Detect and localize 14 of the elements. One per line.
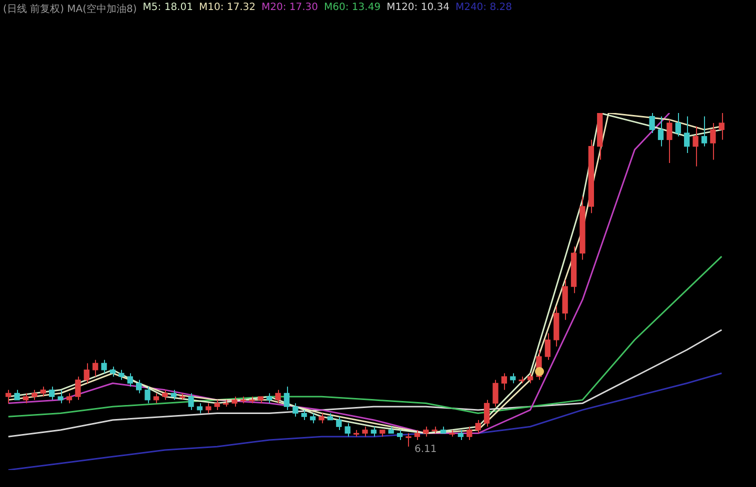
candlestick [14, 389, 20, 400]
candlestick [240, 396, 246, 404]
candlestick [249, 396, 255, 404]
text: M10: 17.32 [198, 2, 256, 15]
candlestick [275, 389, 281, 404]
text: M20: 17.30 [262, 2, 318, 15]
text: M5: 18.01 [142, 2, 193, 15]
candlestick [432, 426, 438, 434]
annotation: 6.11 [414, 444, 437, 456]
text: M240: 8.28 [455, 2, 512, 15]
text: M60: 13.49 [324, 2, 381, 15]
chart-title: (日线 前复权) MA(空中加油8) [3, 2, 137, 16]
text: M120: 10.34 [386, 2, 450, 15]
candlestick [144, 386, 150, 404]
